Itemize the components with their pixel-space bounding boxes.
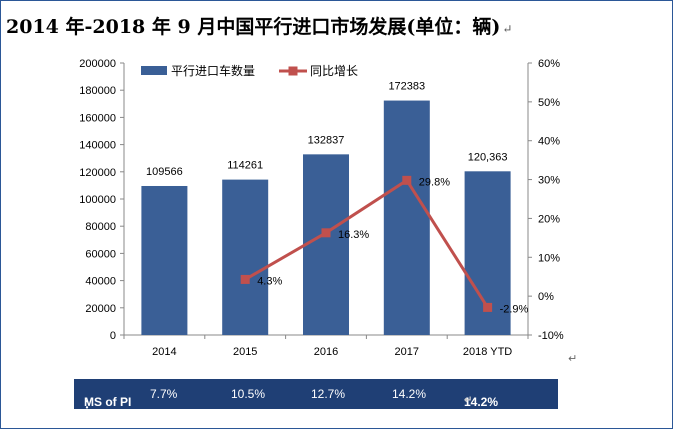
right-axis-tick-label: 10%	[538, 252, 560, 264]
right-axis-tick-label: 30%	[538, 175, 560, 187]
legend-bar-label: 平行进口车数量	[171, 63, 255, 78]
bar-data-label: 172383	[388, 81, 425, 93]
left-axis-tick-label: 40000	[85, 276, 116, 288]
bar-data-label: 109566	[146, 166, 183, 178]
x-axis-tick-label: 2018 YTD	[463, 346, 512, 358]
bar-data-label: 114261	[227, 160, 263, 172]
x-axis-tick-label: 2017	[395, 346, 419, 358]
growth-point	[483, 302, 493, 312]
growth-data-label: 16.3%	[338, 229, 369, 241]
bar	[222, 179, 269, 335]
bar	[141, 185, 188, 335]
growth-line	[244, 178, 489, 309]
left-axis-tick-label: 60000	[85, 248, 116, 260]
ms-row: MS of PI： 7.7% 10.5% 12.7% 14.2% 14.2% ↵	[74, 379, 558, 411]
ms-value-2016: 12.7%	[311, 387, 346, 401]
left-axis-tick-label: 160000	[79, 112, 116, 124]
chart-title: 2014 年-2018 年 9 月中国平行进口市场发展(单位：辆) ↵	[6, 12, 606, 39]
ms-value-2017: 14.2%	[392, 387, 427, 401]
right-axis-tick-label: -10%	[538, 330, 564, 342]
x-axis-tick-label: 2014	[152, 346, 176, 358]
growth-point	[240, 274, 250, 284]
right-axis-tick-label: 40%	[538, 136, 560, 148]
paragraph-mark: ↵	[568, 352, 578, 365]
left-axis-tick-label: 140000	[79, 140, 116, 152]
legend-line-label: 同比增长	[310, 64, 358, 78]
right-axis-tick-label: 50%	[538, 97, 560, 109]
bar	[303, 154, 349, 335]
left-axis-tick-label: 100000	[79, 194, 116, 206]
growth-data-label: 4.3%	[257, 275, 282, 287]
ms-value-2015: 10.5%	[231, 387, 266, 401]
left-axis-tick-label: 80000	[85, 221, 116, 233]
growth-data-label: -2.9%	[500, 303, 529, 315]
left-axis-tick-label: 200000	[79, 58, 116, 70]
bar-data-label: 120,363	[468, 151, 508, 163]
growth-data-label: 29.8%	[419, 176, 450, 188]
x-axis-tick-label: 2015	[233, 346, 257, 358]
bar	[383, 100, 430, 336]
ms-value-2014: 7.7%	[150, 387, 178, 401]
right-axis-tick-label: 60%	[538, 58, 560, 70]
left-axis-tick-label: 180000	[79, 85, 116, 97]
left-axis-tick-label: 120000	[79, 167, 116, 179]
x-axis-tick-label: 2016	[314, 346, 338, 358]
bar-data-label: 132837	[308, 134, 345, 146]
legend-bar-swatch	[141, 66, 167, 75]
title-paragraph-mark: ↵	[502, 22, 513, 36]
left-axis-tick-label: 0	[110, 330, 116, 342]
growth-point	[402, 175, 412, 185]
right-axis-tick-label: 20%	[538, 213, 560, 225]
right-axis-tick-label: 0%	[538, 291, 554, 303]
left-axis-tick-label: 20000	[85, 303, 116, 315]
chart-title-text: 2014 年-2018 年 9 月中国平行进口市场发展(单位：辆)	[6, 16, 501, 38]
legend-line-marker	[288, 66, 298, 76]
growth-point	[321, 228, 331, 238]
